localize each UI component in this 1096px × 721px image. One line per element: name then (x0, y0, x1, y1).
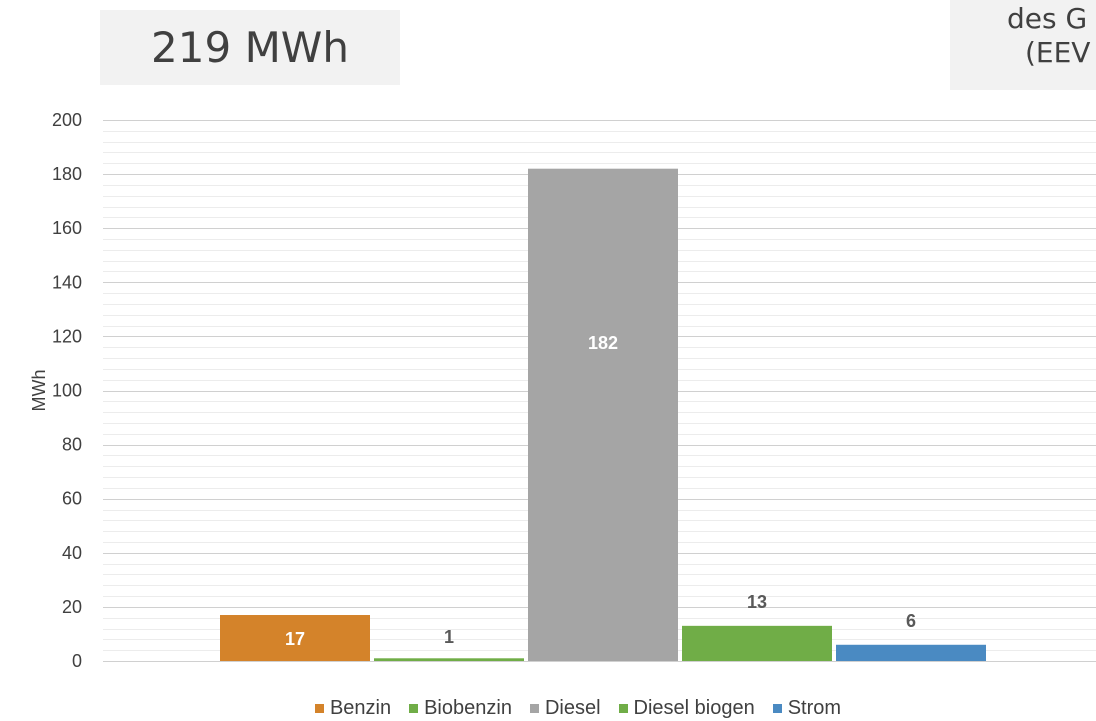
legend-swatch (618, 704, 628, 713)
y-tick-label: 180 (52, 164, 82, 184)
bar-diesel-biogen (682, 625, 832, 661)
legend-label: Diesel biogen (633, 697, 755, 719)
legend-label: Benzin (329, 697, 392, 719)
y-tick-label: 140 (52, 272, 82, 292)
legend-swatch (529, 704, 539, 713)
bar-diesel (528, 168, 678, 661)
legend-label: Biobenzin (424, 697, 512, 719)
y-tick-label: 80 (62, 435, 82, 455)
bar-benzin (220, 615, 370, 661)
bar-biobenzin (374, 658, 524, 661)
y-tick-label: 200 (52, 110, 82, 130)
legend-item: Strom (772, 697, 842, 720)
total-energy-box: 219 MWh (100, 10, 400, 85)
chart-legend: Benzin Biobenzin Diesel Diesel biogen Strom (0, 697, 1096, 720)
y-tick-label: 0 (72, 651, 82, 671)
legend-swatch (409, 704, 419, 713)
legend-swatch (314, 704, 324, 713)
legend-label: Diesel (544, 697, 601, 719)
y-tick-label: 120 (52, 326, 82, 346)
y-tick-label: 100 (52, 381, 82, 401)
data-label: 182 (588, 333, 618, 353)
y-tick-label: 20 (62, 597, 82, 617)
y-axis-ticks: 0 20 40 60 80 100 120 140 160 180 200 (52, 110, 82, 671)
legend-item: Benzin (314, 697, 392, 720)
note-line-1: des G (1007, 2, 1088, 35)
data-label: 17 (285, 629, 305, 649)
legend-swatch (772, 704, 782, 713)
y-axis-label: MWh (29, 370, 49, 412)
y-tick-label: 40 (62, 543, 82, 563)
chart-data-labels: 17 1 182 13 6 (285, 333, 916, 649)
bar-strom (836, 644, 986, 661)
data-label: 13 (747, 592, 767, 612)
data-label: 1 (444, 627, 454, 647)
legend-item: Diesel (529, 697, 601, 720)
note-box: des G (EEV (950, 0, 1096, 90)
total-energy-label: 219 MWh (151, 23, 349, 72)
legend-item: Biobenzin (409, 697, 512, 720)
data-label: 6 (906, 611, 916, 631)
y-tick-label: 60 (62, 489, 82, 509)
chart-bars (220, 168, 986, 661)
legend-item: Diesel biogen (618, 697, 755, 720)
legend-label: Strom (787, 697, 842, 719)
note-line-2: (EEV (1025, 36, 1091, 69)
y-tick-label: 160 (52, 218, 82, 238)
